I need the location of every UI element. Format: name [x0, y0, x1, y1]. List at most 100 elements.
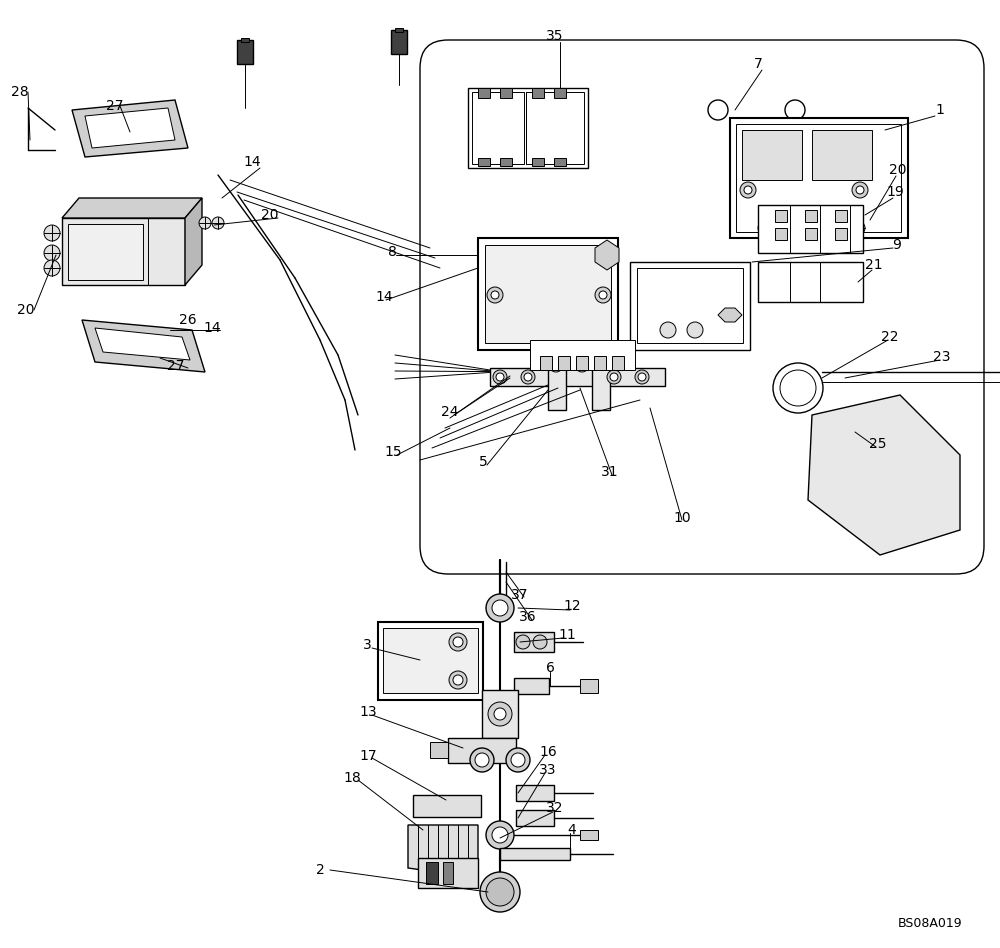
Bar — [835, 210, 847, 222]
Bar — [835, 228, 847, 240]
Bar — [630, 262, 750, 350]
Bar — [237, 40, 253, 64]
Bar — [478, 88, 490, 98]
Text: 14: 14 — [243, 155, 261, 169]
Circle shape — [533, 635, 547, 649]
Polygon shape — [62, 198, 202, 218]
Circle shape — [488, 702, 512, 726]
Text: 19: 19 — [886, 185, 904, 199]
Bar — [594, 356, 606, 370]
Text: BS08A019: BS08A019 — [897, 917, 962, 930]
Polygon shape — [408, 825, 478, 875]
Bar — [637, 268, 743, 343]
Polygon shape — [718, 308, 742, 322]
Text: 5: 5 — [479, 455, 487, 469]
Circle shape — [480, 872, 520, 912]
Circle shape — [780, 370, 816, 406]
Bar — [592, 350, 610, 410]
Text: 7: 7 — [754, 57, 762, 71]
Bar — [490, 368, 665, 386]
Bar — [758, 205, 863, 253]
Circle shape — [44, 225, 60, 241]
Bar — [736, 124, 901, 232]
Text: 23: 23 — [933, 350, 951, 364]
Polygon shape — [85, 108, 175, 148]
Bar — [554, 158, 566, 166]
Circle shape — [758, 221, 772, 235]
Text: 24: 24 — [441, 405, 459, 419]
Text: 27: 27 — [167, 359, 185, 373]
Circle shape — [638, 373, 646, 381]
Bar — [500, 88, 512, 98]
Text: 31: 31 — [601, 465, 619, 479]
Circle shape — [486, 821, 514, 849]
Bar — [378, 622, 483, 700]
Bar — [395, 28, 403, 32]
Polygon shape — [95, 328, 190, 360]
Text: 1: 1 — [936, 103, 944, 117]
Circle shape — [578, 361, 586, 369]
Polygon shape — [595, 240, 619, 270]
Bar — [500, 848, 570, 860]
Text: 20: 20 — [889, 163, 907, 177]
Circle shape — [506, 748, 530, 772]
Circle shape — [470, 748, 494, 772]
Circle shape — [475, 753, 489, 767]
Bar — [468, 88, 588, 168]
Text: 25: 25 — [869, 437, 887, 451]
Bar — [430, 742, 448, 758]
Text: 18: 18 — [343, 771, 361, 785]
Circle shape — [851, 221, 865, 235]
Text: 36: 36 — [519, 610, 537, 624]
Bar — [413, 795, 481, 817]
Text: 3: 3 — [363, 638, 371, 652]
Circle shape — [635, 370, 649, 384]
Circle shape — [773, 363, 823, 413]
Text: 4: 4 — [568, 823, 576, 837]
Circle shape — [453, 675, 463, 685]
Circle shape — [44, 260, 60, 276]
Polygon shape — [418, 858, 478, 888]
Circle shape — [212, 217, 224, 229]
Text: 2: 2 — [316, 863, 324, 877]
Bar — [805, 210, 817, 222]
Circle shape — [575, 358, 589, 372]
Text: 32: 32 — [546, 801, 564, 815]
Circle shape — [493, 370, 507, 384]
Bar — [742, 130, 802, 180]
Circle shape — [492, 827, 508, 843]
Polygon shape — [82, 320, 205, 372]
Text: 14: 14 — [203, 321, 221, 335]
Circle shape — [607, 370, 621, 384]
Bar — [391, 30, 407, 54]
Circle shape — [595, 287, 611, 303]
Bar — [383, 628, 478, 693]
Bar — [500, 158, 512, 166]
Circle shape — [516, 635, 530, 649]
Bar — [730, 118, 908, 238]
Text: 13: 13 — [359, 705, 377, 719]
Text: 33: 33 — [539, 763, 557, 777]
Bar — [758, 262, 863, 302]
Circle shape — [852, 182, 868, 198]
Polygon shape — [185, 198, 202, 285]
Text: 22: 22 — [881, 330, 899, 344]
Circle shape — [449, 671, 467, 689]
Circle shape — [511, 753, 525, 767]
Bar — [448, 738, 516, 763]
Bar — [443, 862, 453, 884]
Bar — [472, 92, 524, 164]
Circle shape — [44, 245, 60, 261]
Bar — [558, 356, 570, 370]
Bar — [516, 785, 554, 801]
Circle shape — [491, 291, 499, 299]
Text: 20: 20 — [261, 208, 279, 222]
Text: 15: 15 — [384, 445, 402, 459]
Bar — [540, 356, 552, 370]
Text: 27: 27 — [106, 99, 124, 113]
Circle shape — [778, 221, 792, 235]
Bar — [478, 238, 618, 350]
Circle shape — [494, 708, 506, 720]
Text: 20: 20 — [17, 303, 35, 317]
Circle shape — [486, 594, 514, 622]
